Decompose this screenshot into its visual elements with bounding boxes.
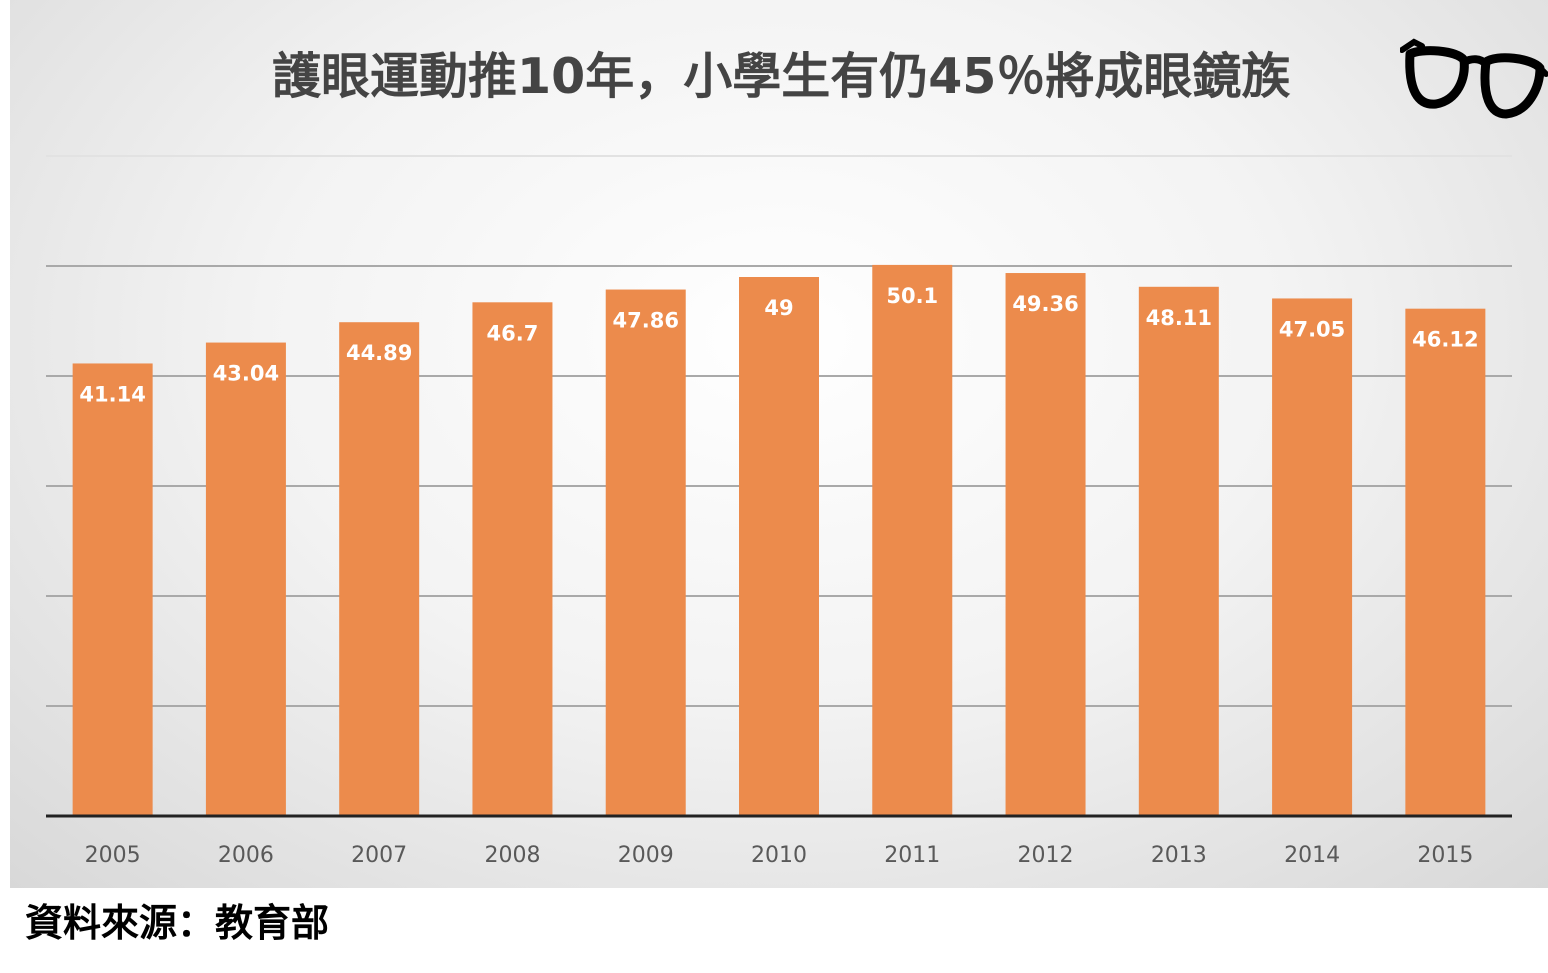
data-label: 46.12: [1412, 328, 1478, 352]
bar: [1272, 298, 1353, 816]
x-tick-label: 2006: [218, 843, 274, 868]
eyeglasses-icon: [1400, 38, 1548, 119]
data-label: 47.05: [1279, 317, 1345, 341]
bar-chart: 41.14 2005 43.04 2006 44.89 2007 46.7 2008 47.86…: [46, 155, 1512, 868]
data-label: 50.1: [886, 284, 938, 308]
bar: [339, 322, 420, 816]
x-tick-label: 2012: [1018, 843, 1074, 868]
x-tick-label: 2005: [85, 843, 141, 868]
data-label: 49.36: [1012, 292, 1078, 316]
x-tick-label: 2015: [1417, 843, 1473, 868]
data-label: 44.89: [346, 341, 412, 365]
data-label: 48.11: [1146, 306, 1212, 330]
chart-panel: 護眼運動推10年，小學生有仍45％將成眼鏡族 41.14 2005 43.04 200…: [10, 0, 1548, 888]
x-tick-label: 2008: [484, 843, 540, 868]
data-source: 資料來源：教育部: [25, 901, 330, 945]
bar: [1405, 308, 1486, 816]
bar: [72, 363, 153, 816]
data-label: 41.14: [79, 382, 145, 406]
x-tick-label: 2014: [1284, 843, 1340, 868]
bar: [205, 342, 286, 816]
x-tick-label: 2007: [351, 843, 407, 868]
data-label: 47.86: [613, 309, 679, 333]
data-label: 49: [764, 296, 793, 320]
data-label: 46.7: [487, 321, 539, 345]
bar: [1005, 273, 1086, 816]
x-tick-label: 2009: [618, 843, 674, 868]
chart-title: 護眼運動推10年，小學生有仍45％將成眼鏡族: [272, 48, 1291, 105]
x-tick-label: 2010: [751, 843, 807, 868]
bar: [605, 289, 686, 816]
data-label: 43.04: [213, 362, 279, 386]
bar: [472, 302, 553, 816]
x-tick-label: 2011: [884, 843, 940, 868]
bar: [872, 264, 953, 816]
bar: [739, 277, 819, 816]
x-tick-label: 2013: [1151, 843, 1207, 868]
bar: [1138, 286, 1219, 816]
